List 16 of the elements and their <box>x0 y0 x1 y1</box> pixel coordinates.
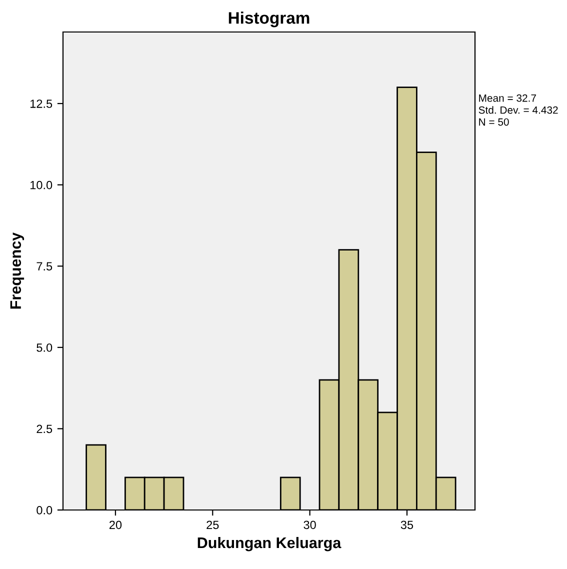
y-tick-label: 0.0 <box>36 506 52 514</box>
text: Mean = 32.7 <box>479 94 536 102</box>
text: Std. Dev. = 4.432 <box>478 106 558 114</box>
y-tick-label: 2.5 <box>36 424 52 434</box>
y-tick-label: 10.0 <box>30 180 52 190</box>
y-tick-label: 5.0 <box>36 343 52 352</box>
y-tick-label: 12.5 <box>30 100 52 108</box>
y-tick-label: 7.5 <box>36 262 52 271</box>
x-tick-label: 30 <box>304 520 316 530</box>
text: N = 50 <box>479 118 509 126</box>
x-axis-title: Dukungan Keluarga <box>198 536 342 552</box>
chart-title: Histogram <box>228 12 310 28</box>
x-tick-label: 35 <box>400 520 414 530</box>
x-tick-label: 20 <box>110 520 122 530</box>
x-tick-label: 25 <box>206 520 219 530</box>
y-axis-title: Frequency <box>10 232 24 309</box>
